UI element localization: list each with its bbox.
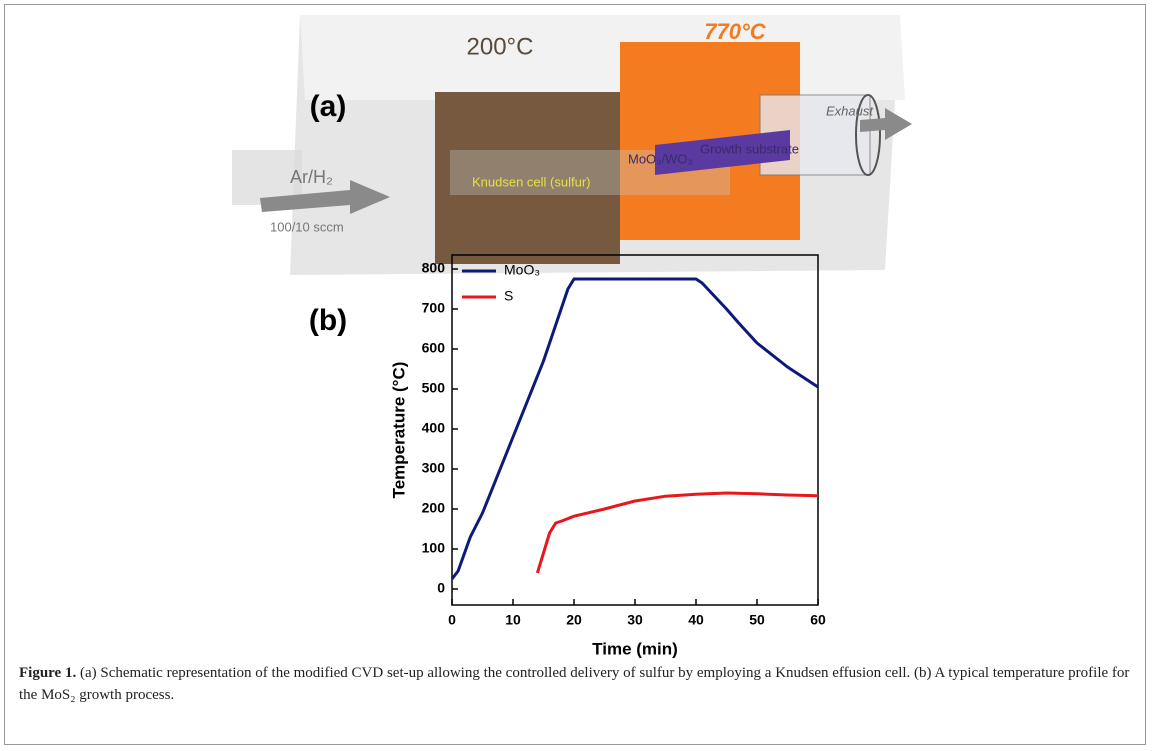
x-axis-label: Time (min) [592, 639, 678, 658]
y-tick-label: 300 [422, 460, 446, 476]
inlet-arrow [260, 180, 390, 214]
substrate-label: Growth substrate [700, 141, 799, 156]
gas-label: Ar/H₂ [290, 167, 333, 187]
outlet-arrow [860, 108, 912, 140]
temp-label: 200°C [467, 33, 534, 60]
y-tick-label: 400 [422, 420, 446, 436]
figure: (a) 200°C 770°C Knudsen cell (sulfur) Mo… [232, 15, 912, 658]
temp-label: 770°C [704, 19, 767, 44]
data-line [535, 491, 819, 574]
knudsen-label: Knudsen cell (sulfur) [472, 174, 591, 189]
x-tick-label: 50 [749, 612, 765, 628]
x-tick-label: 10 [505, 612, 521, 628]
legend-label: MoO₃ [504, 262, 540, 278]
schematic: (a) 200°C 770°C Knudsen cell (sulfur) Mo… [232, 15, 912, 275]
y-tick-label: 0 [437, 580, 445, 596]
x-tick-label: 20 [566, 612, 582, 628]
panel-label: (b) [309, 304, 347, 337]
flow-label: 100/10 sccm [270, 219, 344, 234]
low-temp-zone [435, 92, 620, 264]
caption-text: (a) Schematic representation of the modi… [19, 665, 1130, 703]
y-tick-label: 700 [422, 300, 446, 316]
y-tick-label: 100 [422, 540, 446, 556]
y-axis-label: Temperature (°C) [389, 362, 408, 499]
y-tick-label: 800 [422, 260, 446, 276]
y-tick-label: 200 [422, 500, 446, 516]
legend-label: S [504, 288, 513, 304]
tube-end [855, 94, 881, 176]
figure-frame [4, 4, 1146, 745]
x-tick-label: 0 [448, 612, 456, 628]
y-tick-label: 600 [422, 340, 446, 356]
data-line [450, 277, 819, 580]
plot-frame [451, 254, 819, 606]
caption: Figure 1. (a) Schematic representation o… [19, 662, 1139, 706]
x-tick-label: 40 [688, 612, 704, 628]
exhaust-label: Exhaust [826, 103, 874, 118]
insulation-top [300, 15, 905, 100]
chart: (b) Time (min) Temperature (°C) 0 10 20 30 4… [309, 254, 826, 658]
x-tick-label: 60 [810, 612, 826, 628]
y-tick-label: 500 [422, 380, 446, 396]
substrate [655, 130, 790, 175]
precursor-label: MoO₃/WO₃ [628, 151, 693, 166]
caption-label: Figure 1. [19, 665, 77, 681]
x-tick-label: 30 [627, 612, 643, 628]
panel-label: (a) [310, 90, 347, 123]
